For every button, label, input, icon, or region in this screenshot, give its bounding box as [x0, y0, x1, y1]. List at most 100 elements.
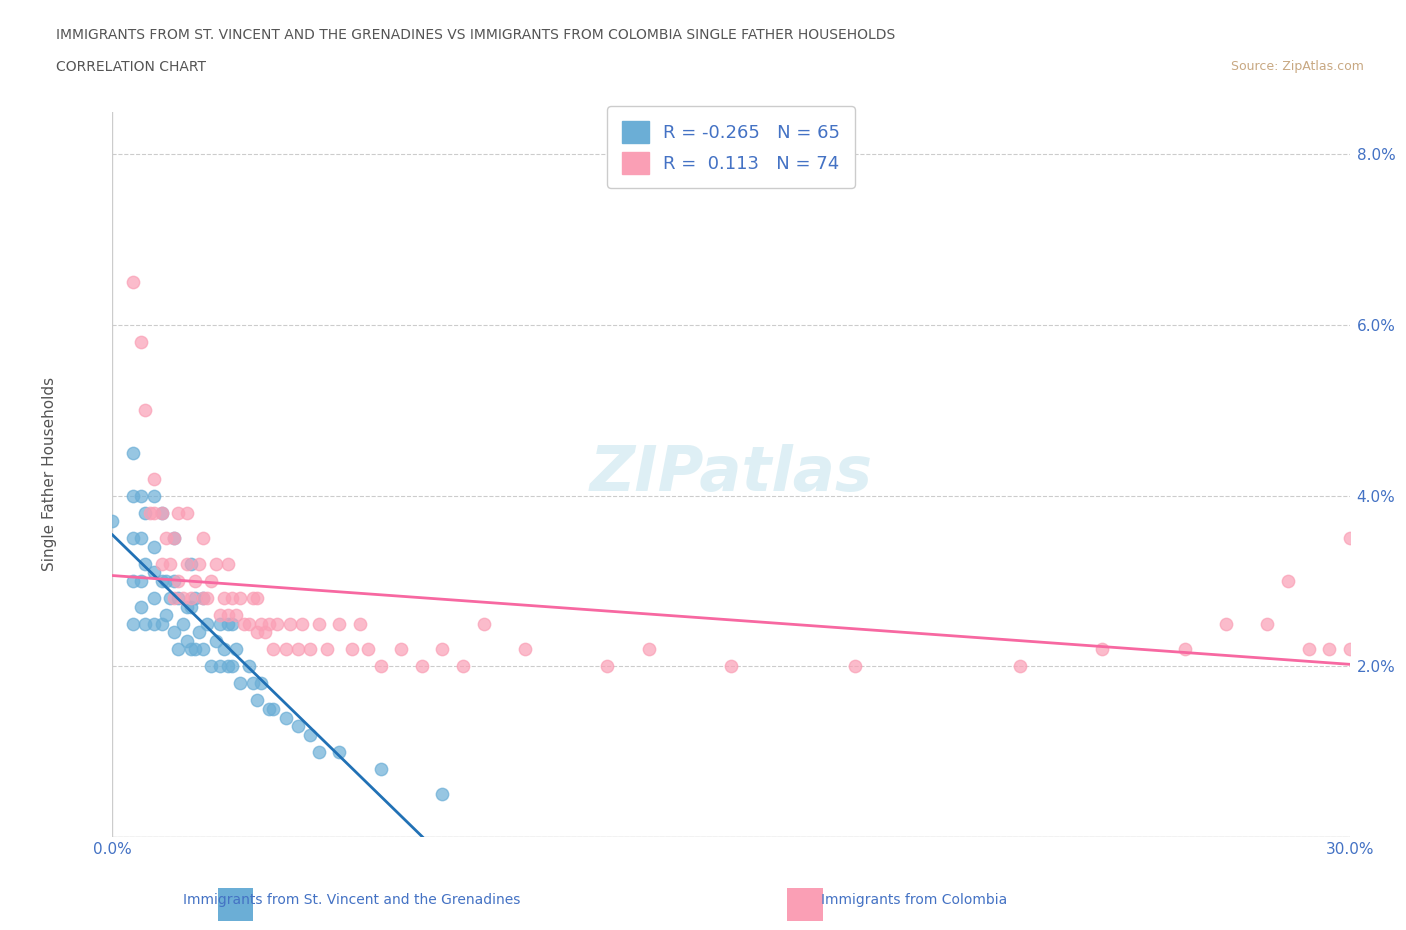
- Immigrants from St. Vincent and the Grenadines: [150, 617, 173, 631]
- Immigrants from St. Vincent and the Grenadines: [159, 591, 181, 605]
- Immigrants from Colombia: [221, 591, 243, 605]
- Immigrants from Colombia: [844, 658, 866, 673]
- Immigrants from Colombia: [142, 505, 165, 520]
- Immigrants from St. Vincent and the Grenadines: [238, 658, 260, 673]
- Immigrants from St. Vincent and the Grenadines: [142, 591, 165, 605]
- Immigrants from Colombia: [340, 642, 363, 657]
- Immigrants from St. Vincent and the Grenadines: [217, 617, 239, 631]
- Y-axis label: Single Father Households: Single Father Households: [42, 378, 56, 571]
- Immigrants from Colombia: [274, 642, 297, 657]
- Immigrants from Colombia: [193, 591, 215, 605]
- Immigrants from St. Vincent and the Grenadines: [250, 676, 273, 691]
- Immigrants from Colombia: [217, 607, 239, 622]
- Legend: R = -0.265   N = 65, R =  0.113   N = 74: R = -0.265 N = 65, R = 0.113 N = 74: [607, 106, 855, 188]
- Immigrants from Colombia: [200, 574, 222, 589]
- Text: Immigrants from Colombia: Immigrants from Colombia: [821, 893, 1007, 907]
- Immigrants from Colombia: [172, 591, 194, 605]
- Immigrants from St. Vincent and the Grenadines: [101, 513, 124, 528]
- Immigrants from St. Vincent and the Grenadines: [142, 617, 165, 631]
- Immigrants from Colombia: [155, 531, 177, 546]
- Immigrants from Colombia: [233, 617, 256, 631]
- Immigrants from St. Vincent and the Grenadines: [122, 488, 145, 503]
- Immigrants from Colombia: [138, 505, 160, 520]
- Immigrants from Colombia: [287, 642, 309, 657]
- Immigrants from Colombia: [1215, 617, 1237, 631]
- Immigrants from St. Vincent and the Grenadines: [172, 617, 194, 631]
- Immigrants from Colombia: [167, 505, 190, 520]
- Immigrants from Colombia: [1339, 531, 1361, 546]
- Text: Immigrants from St. Vincent and the Grenadines: Immigrants from St. Vincent and the Gren…: [183, 893, 520, 907]
- Immigrants from Colombia: [176, 505, 198, 520]
- Immigrants from Colombia: [254, 625, 277, 640]
- Immigrants from St. Vincent and the Grenadines: [167, 642, 190, 657]
- Text: ZIPatlas: ZIPatlas: [589, 445, 873, 504]
- Immigrants from St. Vincent and the Grenadines: [229, 676, 252, 691]
- Immigrants from Colombia: [184, 574, 207, 589]
- Immigrants from Colombia: [176, 556, 198, 571]
- Text: CORRELATION CHART: CORRELATION CHART: [56, 60, 207, 74]
- Immigrants from Colombia: [451, 658, 474, 673]
- Immigrants from Colombia: [195, 591, 218, 605]
- Immigrants from Colombia: [308, 617, 330, 631]
- Immigrants from St. Vincent and the Grenadines: [242, 676, 264, 691]
- Immigrants from Colombia: [246, 625, 269, 640]
- Immigrants from Colombia: [1317, 642, 1340, 657]
- Immigrants from Colombia: [389, 642, 412, 657]
- Immigrants from St. Vincent and the Grenadines: [208, 658, 231, 673]
- Immigrants from St. Vincent and the Grenadines: [142, 565, 165, 580]
- Immigrants from Colombia: [637, 642, 659, 657]
- Immigrants from Colombia: [225, 607, 247, 622]
- Immigrants from Colombia: [212, 591, 235, 605]
- Immigrants from St. Vincent and the Grenadines: [262, 701, 284, 716]
- Immigrants from Colombia: [349, 617, 371, 631]
- Immigrants from St. Vincent and the Grenadines: [155, 574, 177, 589]
- Immigrants from St. Vincent and the Grenadines: [299, 727, 322, 742]
- Immigrants from Colombia: [217, 556, 239, 571]
- Immigrants from St. Vincent and the Grenadines: [195, 617, 218, 631]
- Immigrants from St. Vincent and the Grenadines: [287, 719, 309, 734]
- Immigrants from Colombia: [513, 642, 536, 657]
- Immigrants from Colombia: [1339, 642, 1361, 657]
- Immigrants from Colombia: [250, 617, 273, 631]
- Immigrants from St. Vincent and the Grenadines: [328, 744, 350, 759]
- Immigrants from St. Vincent and the Grenadines: [155, 607, 177, 622]
- Immigrants from Colombia: [370, 658, 392, 673]
- Immigrants from St. Vincent and the Grenadines: [131, 531, 153, 546]
- Immigrants from St. Vincent and the Grenadines: [176, 599, 198, 614]
- Immigrants from Colombia: [134, 403, 156, 418]
- Immigrants from Colombia: [596, 658, 619, 673]
- Immigrants from Colombia: [229, 591, 252, 605]
- Immigrants from St. Vincent and the Grenadines: [184, 591, 207, 605]
- Immigrants from Colombia: [262, 642, 284, 657]
- Immigrants from St. Vincent and the Grenadines: [122, 574, 145, 589]
- Immigrants from Colombia: [1174, 642, 1197, 657]
- Immigrants from St. Vincent and the Grenadines: [180, 599, 202, 614]
- Immigrants from St. Vincent and the Grenadines: [122, 531, 145, 546]
- Immigrants from Colombia: [159, 556, 181, 571]
- Immigrants from St. Vincent and the Grenadines: [163, 625, 186, 640]
- Immigrants from St. Vincent and the Grenadines: [150, 574, 173, 589]
- Immigrants from Colombia: [180, 591, 202, 605]
- Immigrants from St. Vincent and the Grenadines: [370, 762, 392, 777]
- Immigrants from Colombia: [1256, 617, 1278, 631]
- Immigrants from Colombia: [1298, 642, 1320, 657]
- Immigrants from St. Vincent and the Grenadines: [134, 617, 156, 631]
- Immigrants from Colombia: [204, 556, 226, 571]
- Immigrants from St. Vincent and the Grenadines: [193, 591, 215, 605]
- Immigrants from St. Vincent and the Grenadines: [221, 617, 243, 631]
- Immigrants from St. Vincent and the Grenadines: [200, 658, 222, 673]
- Immigrants from Colombia: [142, 472, 165, 486]
- Immigrants from St. Vincent and the Grenadines: [208, 617, 231, 631]
- Immigrants from St. Vincent and the Grenadines: [432, 787, 454, 802]
- Immigrants from St. Vincent and the Grenadines: [163, 531, 186, 546]
- Immigrants from Colombia: [163, 531, 186, 546]
- Immigrants from St. Vincent and the Grenadines: [188, 625, 211, 640]
- Immigrants from St. Vincent and the Grenadines: [274, 711, 297, 725]
- Immigrants from Colombia: [167, 574, 190, 589]
- Immigrants from Colombia: [328, 617, 350, 631]
- Immigrants from St. Vincent and the Grenadines: [217, 658, 239, 673]
- Immigrants from St. Vincent and the Grenadines: [221, 658, 243, 673]
- Immigrants from Colombia: [1091, 642, 1114, 657]
- Immigrants from St. Vincent and the Grenadines: [204, 633, 226, 648]
- Immigrants from St. Vincent and the Grenadines: [246, 693, 269, 708]
